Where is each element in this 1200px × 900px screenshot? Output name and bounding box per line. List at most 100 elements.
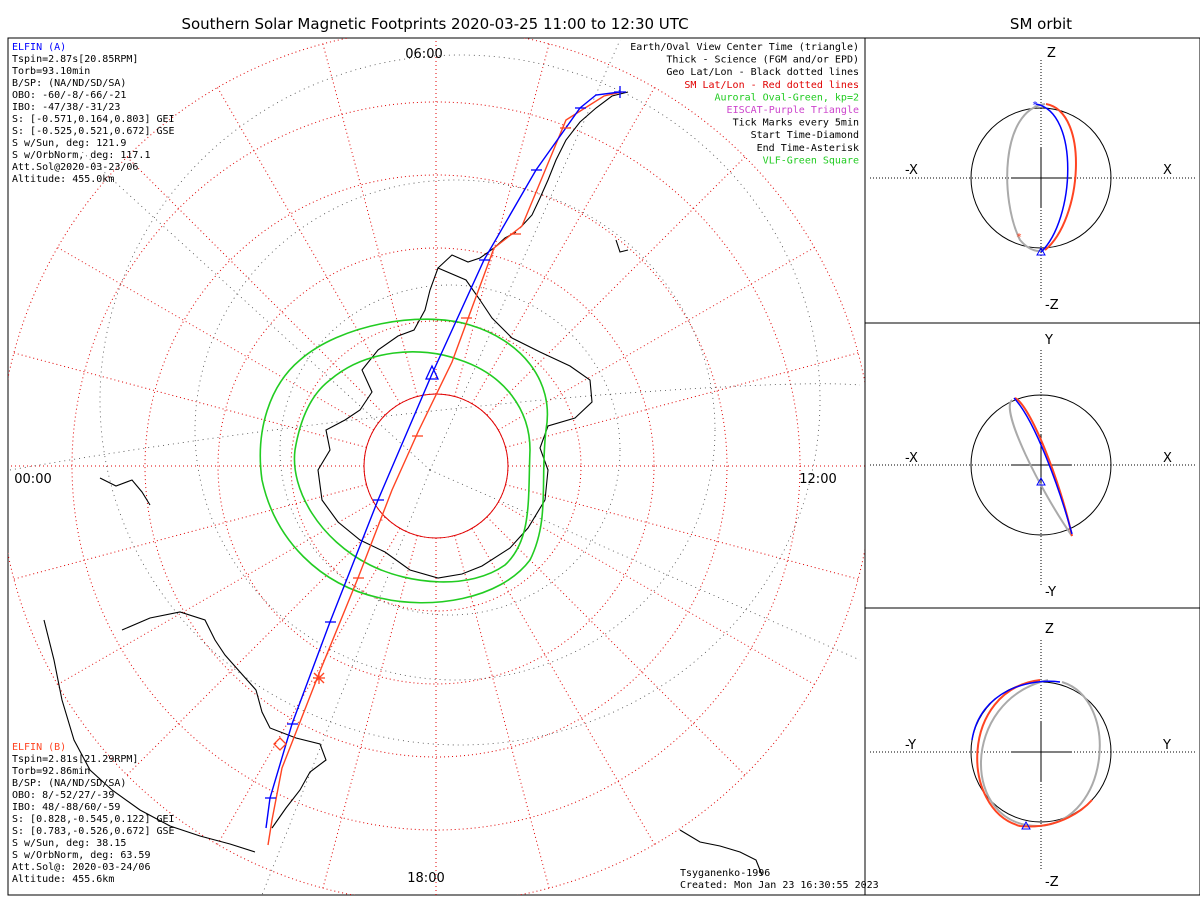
- elfin-b-info: ELFIN (B) Tspin=2.81s[21.29RPM]Torb=92.8…: [12, 742, 175, 885]
- sm-longitude-line: [321, 535, 418, 892]
- orbit-panel-xz: * * Z -Z -X X: [870, 46, 1196, 313]
- sm-longitude-line: [321, 40, 418, 397]
- orbit-panel-xy: Y -Y -X X: [870, 333, 1196, 600]
- orbit-panel-1: [864, 37, 1200, 324]
- elfin-b-info-line: Att.Sol@: 2020-03-24/06: [12, 862, 150, 873]
- track-markers: [265, 86, 626, 799]
- geo-grid: [9, 39, 861, 895]
- elfin-b-start-diamond: [273, 737, 287, 751]
- elfin-a-header: ELFIN (A): [12, 42, 66, 53]
- legend-entry: EISCAT-Purple Triangle: [727, 105, 859, 116]
- antarctic-peninsula: [437, 231, 517, 269]
- panel1-left-axis: -X: [905, 163, 918, 178]
- panel2-top-axis: Y: [1044, 333, 1053, 348]
- sm-longitude-line: [215, 84, 401, 404]
- sm-longitude-line: [471, 528, 657, 848]
- legend-entry: Geo Lat/Lon - Black dotted lines: [666, 67, 859, 78]
- legend-entry: Start Time-Diamond: [751, 130, 859, 141]
- mlt-label-left: 00:00: [14, 472, 51, 487]
- elfin-a-info-line: IBO: -47/38/-31/23: [12, 102, 120, 113]
- mlt-label-top: 06:00: [405, 47, 442, 62]
- elfin-a-info-line: S: [-0.571,0.164,0.803] GEI: [12, 114, 175, 125]
- created-credit: Created: Mon Jan 23 16:30:55 2023: [680, 880, 879, 891]
- sm-longitude-line: [498, 501, 818, 687]
- panel3-left-axis: -Y: [905, 738, 916, 753]
- madagascar-coast: [679, 829, 763, 876]
- mlt-label-right: 12:00: [799, 472, 836, 487]
- elfin-a-info-line: Torb=93.10min: [12, 66, 90, 77]
- elfin-b-info-line: Altitude: 455.6km: [12, 874, 114, 885]
- mlt-label-bottom: 18:00: [407, 871, 444, 886]
- panel3-top-axis: Z: [1045, 622, 1054, 637]
- elfin-b-info-line: B/SP: (NA/ND/SD/SA): [12, 778, 126, 789]
- svg-text:*: *: [1032, 100, 1038, 111]
- orbit-panels: * * Z -Z -X X Y -Y -X X: [864, 37, 1200, 896]
- australia-coast: [43, 619, 256, 853]
- auroral-oval-outer: [259, 318, 549, 604]
- elfin-b-info-line: S: [0.828,-0.545,0.122] GEI: [12, 814, 175, 825]
- legend-entry: SM Lat/Lon - Red dotted lines: [684, 80, 859, 91]
- elfin-b-end-asterisk: [313, 672, 325, 684]
- sm-longitude-line: [505, 351, 862, 448]
- elfin-b-info-line: S: [0.783,-0.526,0.672] GSE: [12, 826, 175, 837]
- sm-longitude-line: [498, 245, 818, 431]
- legend-entry: Auroral Oval-Green, kp=2: [715, 92, 860, 103]
- panel2-right-axis: X: [1163, 451, 1172, 466]
- panel1-right-axis: X: [1163, 163, 1172, 178]
- legend-entry: VLF-Green Square: [763, 155, 859, 166]
- orbit-panel-3: [864, 607, 1200, 896]
- elfin-b-info-line: IBO: 48/-88/60/-59: [12, 802, 120, 813]
- sm-longitude-line: [471, 84, 657, 404]
- coastlines: [43, 91, 763, 876]
- sm-longitude-line: [486, 516, 748, 778]
- sm-longitude-lines: [8, 38, 865, 895]
- plot-title: Southern Solar Magnetic Footprints 2020-…: [181, 15, 688, 33]
- africa-coast: [121, 611, 327, 829]
- svg-text:*: *: [1016, 232, 1022, 243]
- sm-longitude-line: [505, 484, 862, 581]
- sm-longitude-line: [486, 154, 748, 416]
- elfin-a-track: [265, 91, 621, 829]
- legend-entry: Earth/Oval View Center Time (triangle): [630, 42, 859, 53]
- panel2-left-axis: -X: [905, 451, 918, 466]
- panel1-top-axis: Z: [1047, 46, 1056, 61]
- elfin-a-view-triangle: [424, 364, 440, 380]
- elfin-a-info-line: S: [-0.525,0.521,0.672] GSE: [12, 126, 175, 137]
- elfin-a-info-line: S w/Sun, deg: 121.9: [12, 138, 126, 149]
- south-america-coast: [519, 91, 629, 229]
- sm-pole-circle: [363, 393, 509, 539]
- legend-entry: Tick Marks every 5min: [733, 118, 859, 129]
- new-zealand-coast: [99, 477, 151, 506]
- sm-longitude-line: [124, 516, 386, 778]
- sm-longitude-line: [54, 245, 374, 431]
- legend-entry: Thick - Science (FGM and/or EPD): [666, 55, 859, 66]
- model-credit: Tsyganenko-1996: [680, 868, 770, 879]
- panel3-right-axis: Y: [1162, 738, 1171, 753]
- sm-longitude-line: [124, 154, 386, 416]
- sm-longitude-line: [454, 535, 551, 892]
- island-coast: [615, 239, 629, 253]
- panel2-bottom-axis: -Y: [1045, 585, 1056, 600]
- elfin-b-info-line: S w/OrbNorm, deg: 63.59: [12, 850, 150, 861]
- elfin-a-info-line: Att.Sol@2020-03-23/06: [12, 162, 138, 173]
- elfin-b-ticks: [353, 127, 571, 579]
- elfin-a-end-asterisk: [614, 86, 626, 98]
- elfin-a-info-line: B/SP: (NA/ND/SD/SA): [12, 78, 126, 89]
- elfin-b-header: ELFIN (B): [12, 742, 66, 753]
- elfin-b-track: [267, 91, 623, 846]
- elfin-a-info-line: OBO: -60/-8/-66/-21: [12, 90, 126, 101]
- elfin-b-info-line: Tspin=2.81s[21.29RPM]: [12, 754, 138, 765]
- elfin-b-info-line: OBO: 8/-52/27/-39: [12, 790, 114, 801]
- elfin-a-info-line: Tspin=2.87s[20.85RPM]: [12, 54, 138, 65]
- antarctica-coast: [317, 267, 593, 579]
- sm-longitude-line: [454, 40, 551, 397]
- elfin-b-info-line: Torb=92.86min: [12, 766, 90, 777]
- legend: Earth/Oval View Center Time (triangle) Th…: [630, 42, 859, 166]
- orbit-panel-yz: Z -Z -Y Y: [870, 622, 1196, 890]
- elfin-a-info: ELFIN (A) Tspin=2.87s[20.85RPM]Torb=93.1…: [12, 42, 175, 185]
- elfin-a-ticks: [265, 107, 586, 799]
- orbit-title: SM orbit: [1010, 15, 1072, 33]
- polar-map: [8, 38, 865, 895]
- sm-longitude-line: [215, 528, 401, 848]
